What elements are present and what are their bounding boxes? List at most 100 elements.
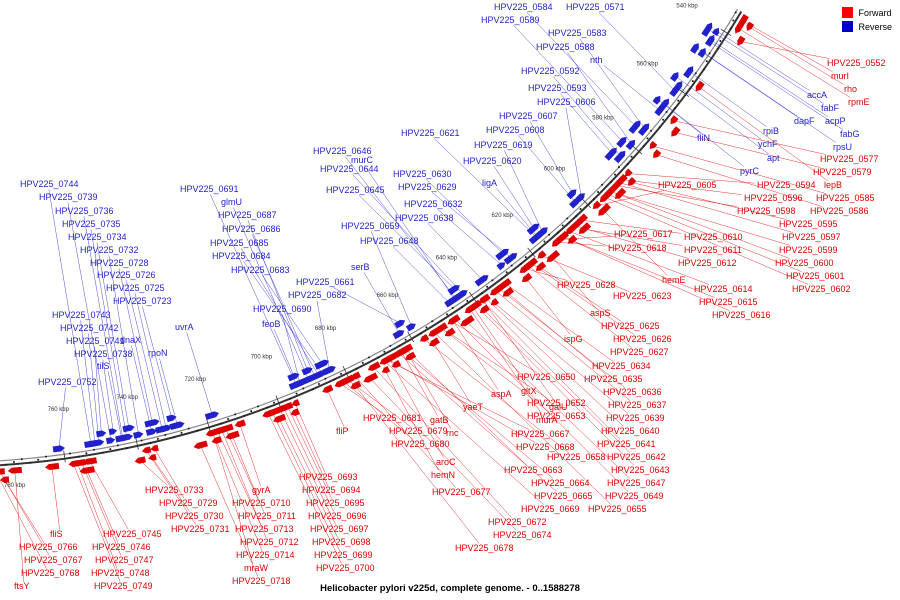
minor-tick-dot [425,326,428,329]
legend-reverse-label: Reverse [858,21,892,32]
minor-tick-dot [29,461,32,464]
gene-connector-line [619,182,793,233]
tick-label: 680 kbp [315,326,337,332]
gene-label: HPV225_0600 [775,258,834,268]
minor-tick-dot [626,163,629,166]
minor-tick-dot [500,277,503,280]
gene-connector-line [86,470,119,543]
minor-tick-dot [302,387,305,390]
minor-tick-dot [288,397,291,400]
gene-label: HPV225_0748 [91,568,150,578]
gene-label: HPV225_0731 [171,524,230,534]
gene-feature-arrow [471,299,482,309]
gene-label: HPV225_0678 [455,543,514,553]
gene-label: HPV225_0749 [94,581,153,591]
gene-connector-line [364,165,455,300]
gene-label: HPV225_0617 [614,229,673,239]
gene-label: fabF [821,103,840,113]
gene-label: rpoN [148,348,168,358]
gene-label: HPV225_0679 [389,426,448,436]
minor-tick-dot [53,459,56,462]
gene-label: HPV225_0610 [684,232,743,242]
minor-tick-dot [677,99,680,102]
gene-connector-line [363,272,400,334]
gene-feature-arrow [657,98,670,112]
minor-tick-dot [377,356,380,359]
minor-tick-dot [440,319,443,322]
gene-connector-line [673,120,826,155]
gene-connector-line [355,385,480,544]
gene-feature-arrow [567,234,578,244]
gene-feature-arrow [363,372,379,383]
minor-tick-dot [451,307,454,310]
gene-label: HPV225_0665 [534,491,593,501]
gene-feature-arrow [92,439,105,447]
gene-label: HPV225_0585 [816,193,875,203]
gene-feature-arrow [144,419,160,428]
gene-connector-line [83,216,123,439]
gene-label: HPV225_0747 [95,555,154,565]
minor-tick-dot [173,436,176,439]
gene-label: HPV225_0645 [326,185,385,195]
minor-tick-dot [557,231,560,234]
gene-feature-arrow [479,304,490,314]
legend: Forward Reverse [842,7,892,35]
gene-label: hemN [431,470,455,480]
minor-tick-dot [708,52,711,55]
gene-label: HPV225_0683 [231,265,290,275]
tick-label: 620 kbp [492,213,514,219]
gene-label: HPV225_0728 [90,258,149,268]
minor-tick-dot [460,306,463,309]
gene-connector-line [146,450,196,525]
gene-connector-line [0,471,50,556]
gene-feature-arrow [598,203,611,216]
gene-connector-line [604,197,809,285]
gene-label: gltX [521,386,537,396]
gene-feature-arrow [628,120,641,134]
gene-label: ftsY [14,581,30,591]
tick-mark [527,247,536,258]
gene-connector-line [217,431,261,525]
gene-connector-line [581,219,682,234]
gene-label: glmU [221,197,242,207]
gene-feature-arrow [218,423,234,433]
gene-label: HPV225_0608 [486,125,545,135]
gene-label: HPV225_0744 [20,179,79,189]
gene-label: HPV225_0589 [481,15,540,25]
gene-connector-line [0,479,47,569]
gene-label: HPV225_0618 [608,243,667,253]
gene-feature-arrow [653,149,662,159]
gene-connector-line [14,470,25,582]
gene-connector-line [294,412,329,486]
tick-label: 540 kbp [676,4,698,10]
gene-feature-arrow [734,21,745,34]
gene-connector-line [73,463,121,582]
gene-feature-arrow [367,361,381,371]
gene-feature-arrow [670,72,679,82]
gene-connector-line [405,349,528,466]
gene-connector-line [409,356,452,429]
gene-feature-arrow [444,327,456,337]
gene-connector-line [231,435,259,499]
gene-feature-arrow [637,123,650,136]
genome-backbone-inner [0,8,739,462]
gene-feature-arrow [460,315,475,327]
gene-label: HPV225_0698 [312,537,371,547]
gene-feature-arrow [697,47,706,58]
gene-label: ychF [758,139,778,149]
tick-mark [206,419,211,432]
gene-label: HPV225_0738 [74,349,133,359]
gene-connector-line [401,351,438,416]
gene-connector-line [402,351,554,479]
gene-connector-line [210,194,297,385]
gene-label: HPV225_0686 [222,224,281,234]
minor-tick-dot [665,111,668,114]
gene-connector-line [151,457,190,512]
gene-connector-line [469,309,544,416]
gene-label: HPV225_0711 [238,511,296,521]
gene-label: HPV225_0690 [253,304,312,314]
gene-feature-arrow [301,367,313,376]
gene-feature-arrow [535,261,547,271]
gene-connector-line [451,321,537,373]
gene-feature-arrow [495,248,509,261]
